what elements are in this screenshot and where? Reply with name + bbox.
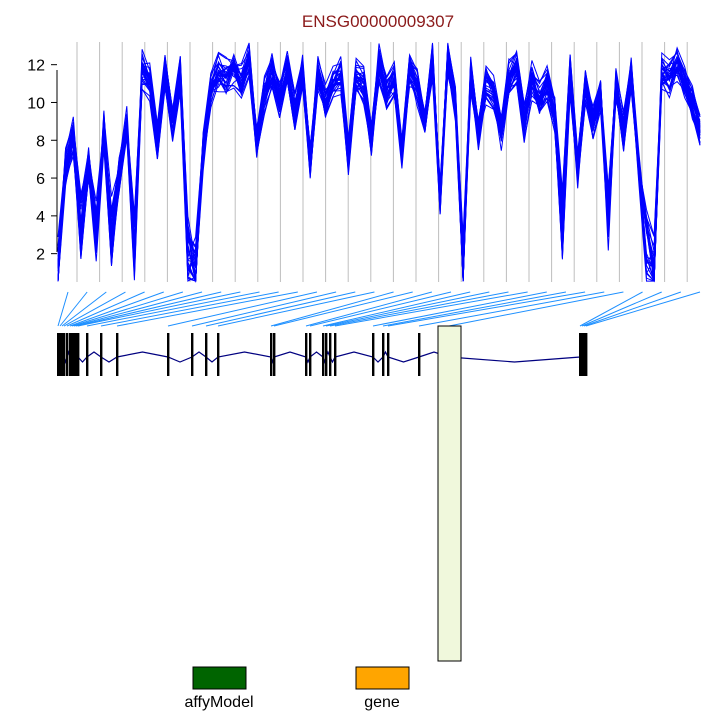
exon bbox=[205, 333, 208, 376]
exon bbox=[270, 333, 273, 376]
probe-connector bbox=[205, 291, 356, 327]
exon bbox=[273, 333, 276, 376]
probe-connector bbox=[305, 291, 433, 327]
exon bbox=[579, 333, 582, 376]
exon bbox=[382, 333, 385, 376]
probe-connector bbox=[59, 291, 88, 327]
exon bbox=[217, 333, 220, 376]
probe-connector bbox=[418, 291, 605, 327]
legend-swatch-affymodel bbox=[192, 666, 247, 690]
expression-lines bbox=[57, 42, 701, 283]
probe-connector bbox=[581, 291, 662, 327]
probe-connectors bbox=[57, 291, 701, 327]
gene-model bbox=[57, 332, 588, 382]
exon bbox=[71, 333, 74, 376]
exon bbox=[167, 333, 170, 376]
y-tick-label: 6 bbox=[36, 171, 45, 188]
probe-connector bbox=[309, 291, 452, 327]
probe-connector bbox=[75, 291, 222, 327]
probe-connector bbox=[71, 291, 184, 327]
probe-connector bbox=[372, 291, 547, 327]
exon bbox=[59, 333, 62, 376]
legend-label-affymodel: affyModel bbox=[184, 694, 253, 711]
probe-connector bbox=[66, 291, 145, 327]
probe-connector bbox=[579, 291, 643, 327]
probe-connector bbox=[69, 291, 164, 327]
exon bbox=[75, 333, 78, 376]
expression-series-line bbox=[57, 59, 701, 282]
probe-connector bbox=[73, 291, 203, 327]
exon bbox=[57, 333, 60, 376]
probe-connector bbox=[585, 291, 701, 327]
exon bbox=[305, 333, 308, 376]
probe-connector bbox=[217, 291, 375, 327]
y-tick-label: 4 bbox=[36, 209, 45, 226]
y-tick-label: 12 bbox=[27, 58, 45, 75]
exon bbox=[325, 333, 328, 376]
exon bbox=[73, 333, 76, 376]
probe-connector bbox=[77, 291, 241, 327]
exon bbox=[61, 333, 64, 376]
exon bbox=[309, 333, 312, 376]
y-tick-label: 10 bbox=[27, 95, 45, 112]
legend-swatch-gene bbox=[355, 666, 410, 690]
probe-connector bbox=[86, 291, 260, 327]
exon bbox=[387, 333, 390, 376]
probe-connector bbox=[382, 291, 567, 327]
highlight-box bbox=[437, 325, 462, 662]
probe-connector bbox=[387, 291, 586, 327]
y-tick-label: 2 bbox=[36, 247, 45, 264]
exon bbox=[585, 333, 588, 376]
exon bbox=[322, 333, 325, 376]
probe-connector bbox=[167, 291, 318, 327]
exon bbox=[191, 333, 194, 376]
probe-connector bbox=[325, 291, 490, 327]
probe-connector bbox=[273, 291, 413, 327]
exon bbox=[116, 333, 119, 376]
probe-connector bbox=[322, 291, 471, 327]
exon bbox=[334, 333, 337, 376]
probe-connector bbox=[583, 291, 682, 327]
probe-connector bbox=[334, 291, 528, 327]
legend: affyModel gene bbox=[184, 666, 410, 711]
exon bbox=[100, 333, 103, 376]
exon bbox=[372, 333, 375, 376]
expression-series-line bbox=[57, 62, 701, 282]
exon bbox=[329, 333, 332, 376]
y-tick-label: 8 bbox=[36, 133, 45, 150]
exon bbox=[63, 333, 66, 376]
expression-series-line bbox=[57, 59, 701, 282]
exon bbox=[69, 333, 72, 376]
probe-connector bbox=[191, 291, 337, 327]
exon bbox=[418, 333, 421, 376]
chart-title: ENSG00000009307 bbox=[302, 12, 454, 31]
probe-connector bbox=[63, 291, 126, 327]
exon bbox=[581, 333, 584, 376]
probe-connector bbox=[100, 291, 279, 327]
probe-connector bbox=[270, 291, 394, 327]
y-axis: 2 4 6 8 10 12 bbox=[27, 58, 58, 264]
probe-connector bbox=[57, 291, 69, 327]
exon bbox=[66, 333, 69, 376]
exon bbox=[86, 333, 89, 376]
exon bbox=[583, 333, 586, 376]
legend-label-gene: gene bbox=[364, 694, 400, 711]
probe-connector bbox=[329, 291, 509, 327]
probe-connector bbox=[116, 291, 298, 327]
expression-series-line bbox=[57, 61, 701, 283]
probe-connector bbox=[61, 291, 107, 327]
exon bbox=[77, 333, 80, 376]
probe-connector bbox=[448, 291, 624, 327]
